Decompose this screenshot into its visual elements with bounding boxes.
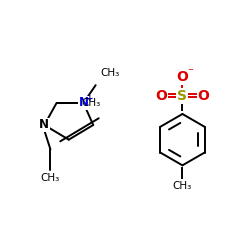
Text: O: O: [197, 89, 209, 103]
Text: O: O: [176, 70, 188, 84]
Text: CH₃: CH₃: [81, 98, 100, 108]
Text: +: +: [86, 94, 93, 103]
Text: CH₃: CH₃: [100, 68, 120, 78]
Text: N: N: [78, 96, 88, 110]
Text: N: N: [39, 118, 49, 132]
Text: ⁻: ⁻: [187, 67, 193, 77]
Text: O: O: [156, 89, 168, 103]
Text: CH₃: CH₃: [41, 173, 60, 183]
Text: S: S: [178, 89, 188, 103]
Text: CH₃: CH₃: [173, 181, 192, 191]
